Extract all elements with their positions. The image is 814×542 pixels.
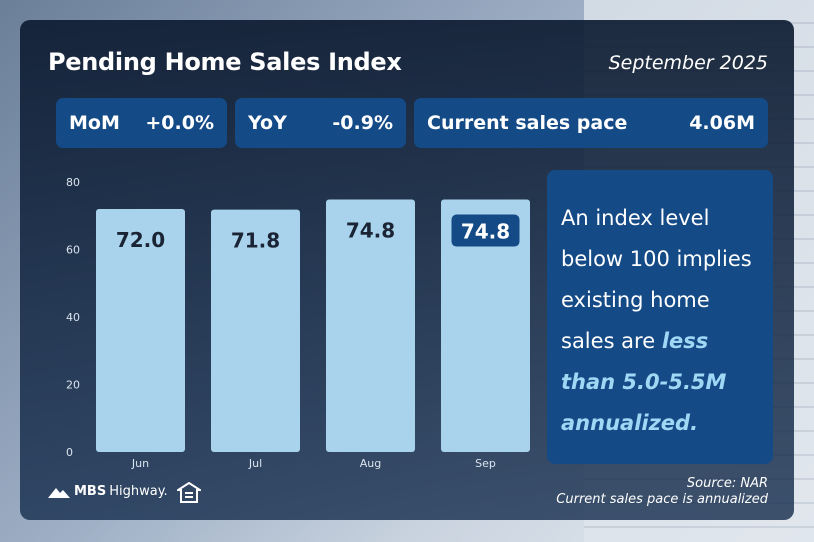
x-tick-label: Aug: [360, 457, 381, 470]
y-tick-label: 0: [66, 446, 73, 459]
stat-mom-value: +0.0%: [145, 112, 214, 134]
x-tick-label: Sep: [475, 457, 496, 470]
infographic-card: Pending Home Sales Index September 2025 …: [20, 20, 794, 520]
stat-sales-pace: Current sales pace 4.06M: [414, 98, 768, 148]
bar-value-label: 74.8: [461, 220, 510, 244]
bar: [441, 199, 530, 452]
info-box: An index level below 100 implies existin…: [547, 170, 773, 464]
bar: [96, 209, 185, 452]
y-tick-label: 20: [66, 379, 80, 392]
stat-mom: MoM +0.0%: [56, 98, 227, 148]
bar-chart-svg: 0 20 40 60 80 72.0 Jun 71.8 Jul 74.8 Aug 74.8 Sep: [66, 176, 530, 470]
x-tick-label: Jul: [248, 457, 262, 470]
bar-value-label: 72.0: [116, 228, 165, 252]
y-tick-label: 40: [66, 311, 80, 324]
bar-value-highlight-badge: [451, 214, 520, 247]
mountain-icon: [48, 487, 70, 498]
bar-chart: 0 20 40 60 80 72.0 Jun 71.8 Jul 74.8 Aug 74.8 Sep: [60, 170, 540, 470]
bar-value-label: 74.8: [346, 219, 395, 243]
stat-yoy-value: -0.9%: [332, 112, 393, 134]
stat-sales-pace-label: Current sales pace: [427, 112, 628, 134]
stat-mom-label: MoM: [69, 112, 120, 134]
stat-yoy: YoY -0.9%: [235, 98, 406, 148]
logo-bold: MBS: [74, 484, 107, 499]
mbs-highway-logo: MBS Highway.: [48, 484, 168, 499]
report-date: September 2025: [608, 52, 768, 74]
x-tick-label: Jun: [131, 457, 149, 470]
y-tick-label: 60: [66, 244, 80, 257]
annualized-note: Current sales pace is annualized: [556, 492, 768, 507]
source-note: Source: NAR Current sales pace is annual…: [556, 476, 768, 508]
bar-value-label: 71.8: [231, 229, 280, 253]
page-title: Pending Home Sales Index: [48, 48, 402, 76]
y-tick-label: 80: [66, 176, 80, 189]
source-text: Source: NAR: [686, 476, 768, 491]
stat-sales-pace-value: 4.06M: [689, 112, 755, 134]
stat-yoy-label: YoY: [248, 112, 287, 134]
bar: [326, 199, 415, 452]
equal-housing-icon: [174, 481, 204, 508]
bar: [211, 209, 300, 452]
logo-light: Highway.: [109, 484, 168, 499]
info-text: An index level below 100 implies existin…: [561, 206, 752, 353]
info-highlight: less than 5.0-5.5M annualized.: [561, 329, 727, 435]
